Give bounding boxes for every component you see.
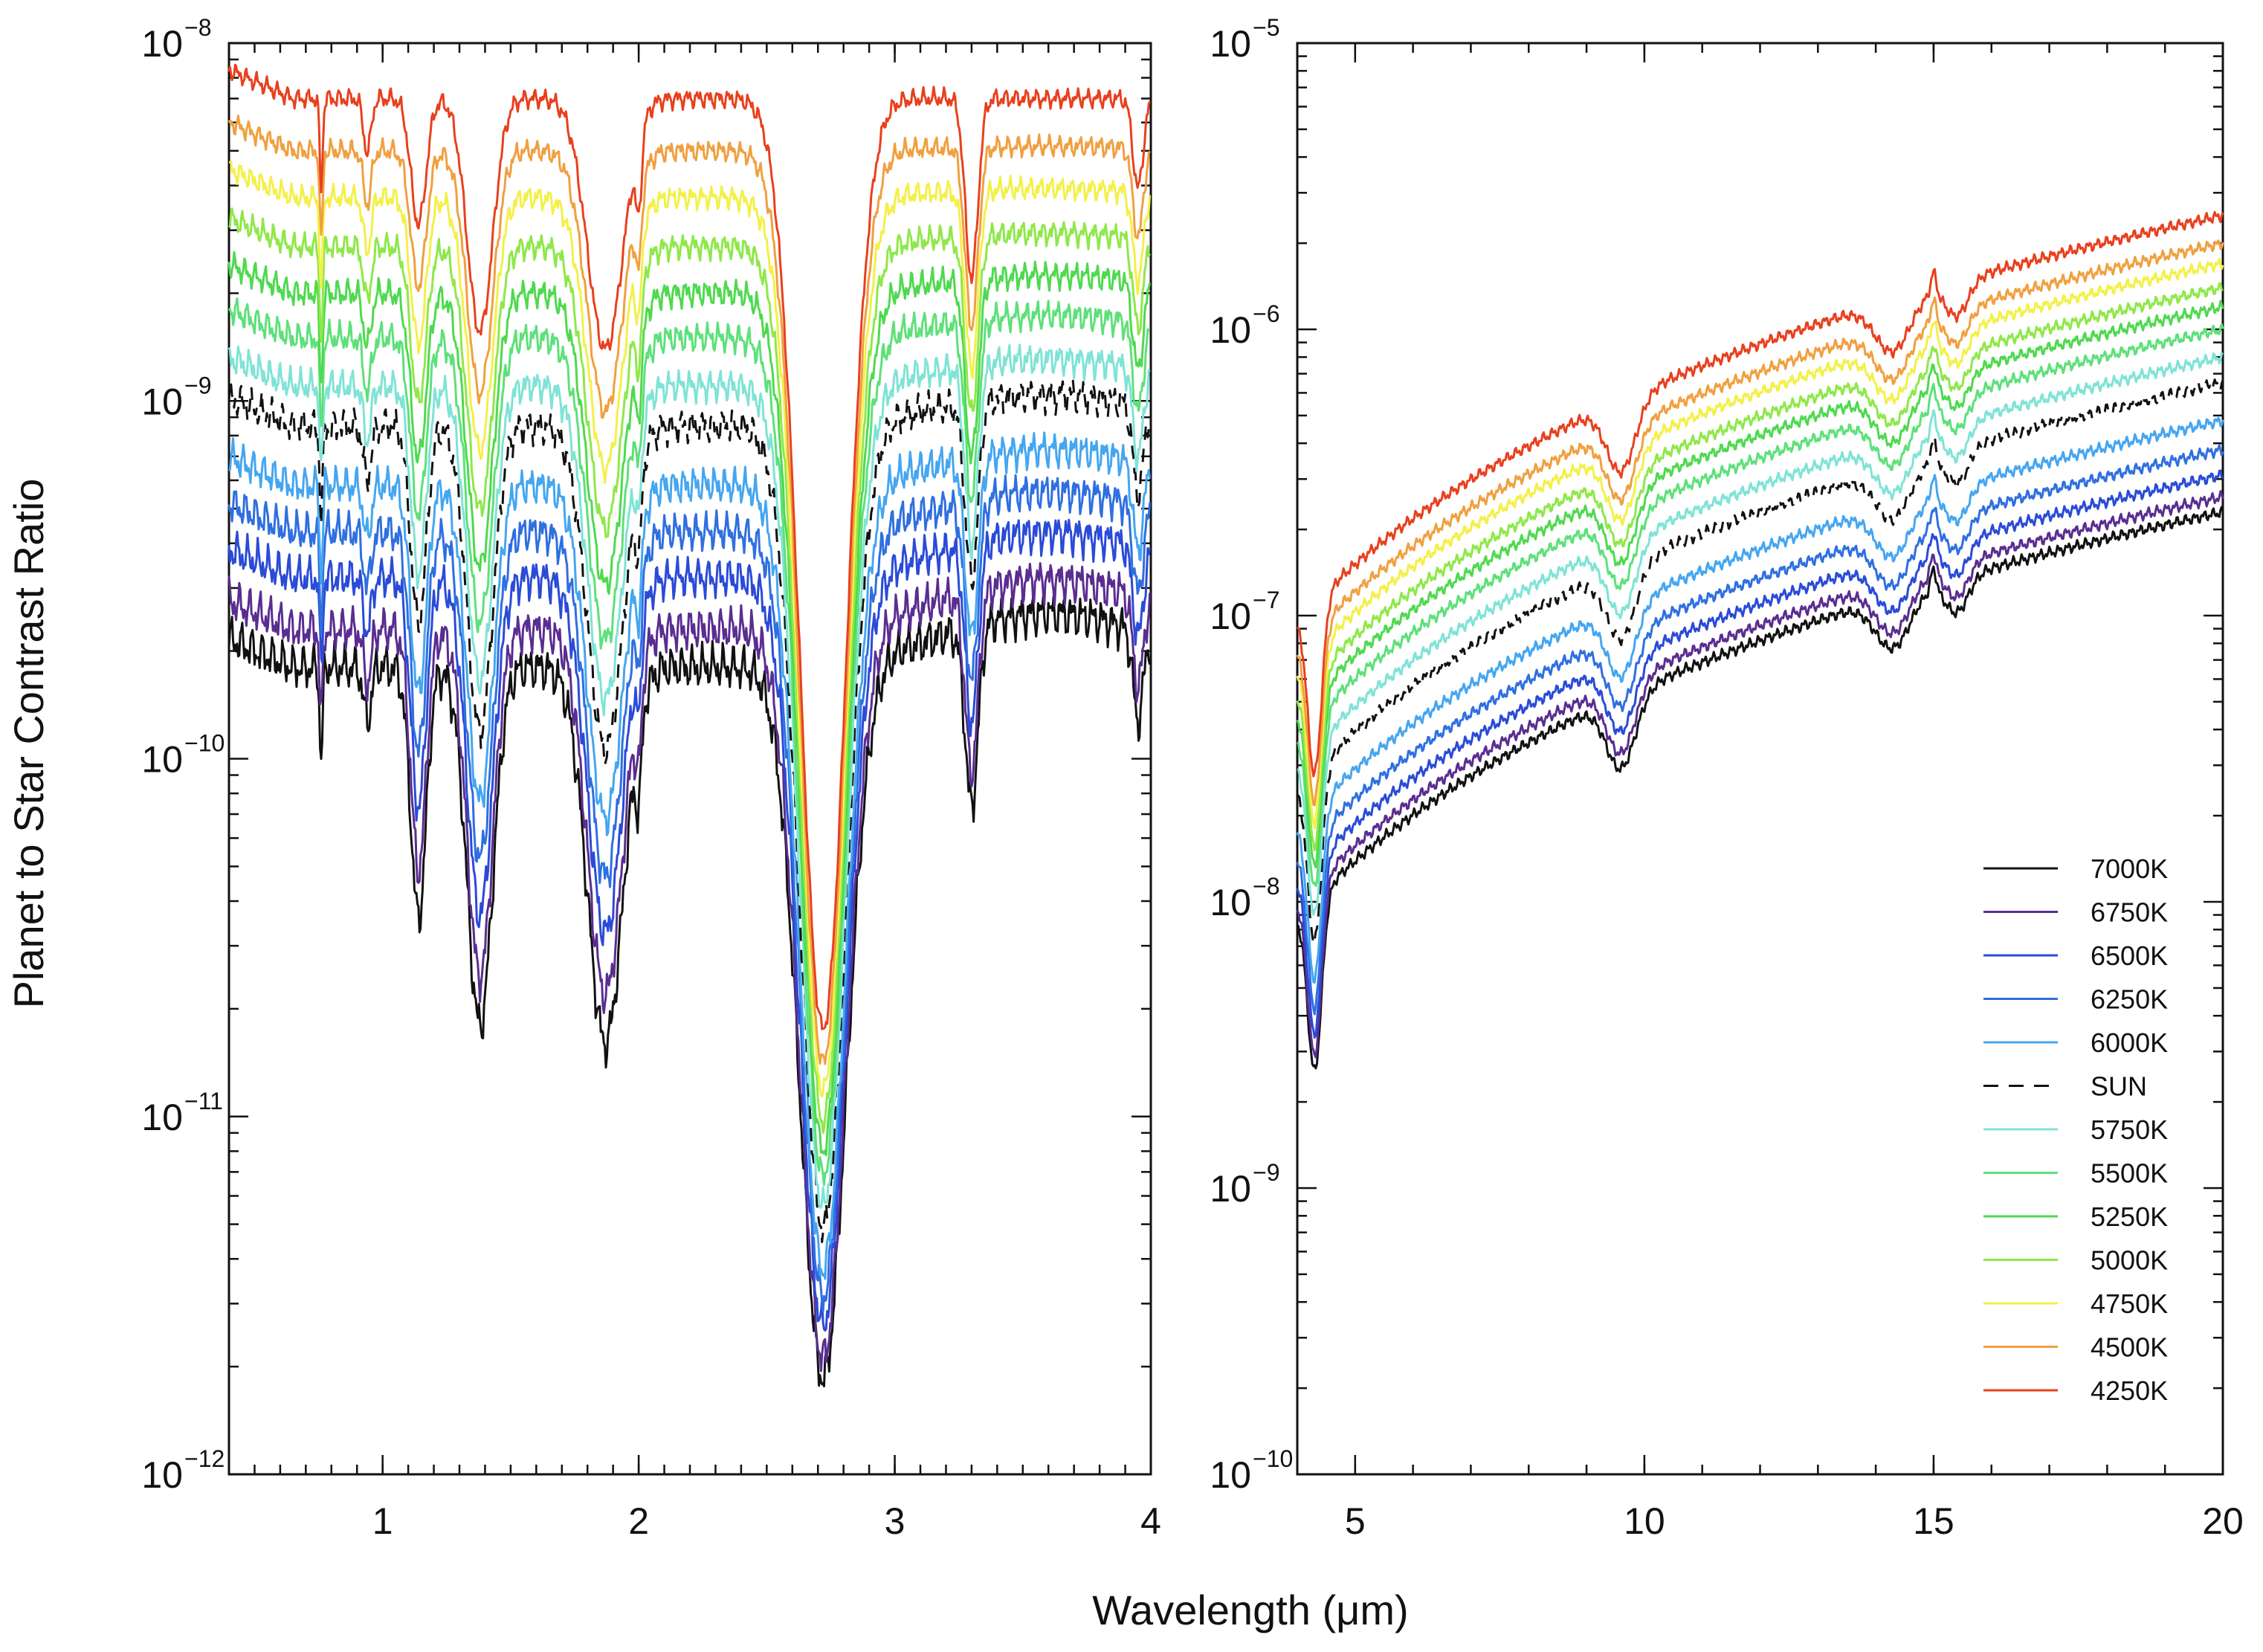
legend-label-7000k: 7000K [2091,854,2168,884]
right-ytick-label: 10 [1210,1454,1251,1496]
right-ytick-exponent: −9 [1253,1159,1279,1186]
right-ytick-exponent: −6 [1253,300,1279,327]
right-ytick-label: 10 [1210,23,1251,65]
right-series-6750k [1296,490,2224,1059]
right-series-5500k [1296,323,2224,887]
left-series-6250k [227,474,1152,1313]
left-ytick-label: 10 [141,739,183,781]
right-ytick-label: 10 [1210,309,1251,351]
x-axis-title: Wavelength (μm) [1092,1587,1408,1633]
right-xtick-label: 5 [1345,1500,1366,1542]
y-axis-title: Planet to Star Contrast Ratio [5,479,52,1009]
right-ytick-label: 10 [1210,1168,1251,1210]
right-ytick-label: 10 [1210,596,1251,637]
right-series-5000k [1296,282,2224,851]
legend-label-5500k: 5500K [2091,1158,2168,1189]
legend-label-4250k: 4250K [2091,1375,2168,1406]
left-ytick-exponent: −12 [184,1445,225,1472]
left-series-4500k [227,114,1151,1065]
right-ytick-exponent: −8 [1253,873,1279,900]
right-series-4750k [1296,257,2224,830]
left-ytick-label: 10 [141,1454,183,1496]
legend-label-6250k: 6250K [2091,984,2168,1015]
right-xtick-label: 15 [1913,1500,1954,1542]
left-ytick-exponent: −8 [184,14,211,41]
right-series-5750k [1297,352,2224,916]
legend-label-5750k: 5750K [2091,1114,2168,1145]
left-ytick-exponent: −10 [184,730,225,757]
left-series-sun [227,379,1152,1243]
legend-label-sun: SUN [2091,1071,2147,1102]
right-series-6500k [1296,469,2224,1039]
left-series-7000k [227,594,1152,1388]
left-ytick-exponent: −9 [184,372,211,399]
left-ytick-exponent: −11 [184,1088,223,1114]
legend-label-6500k: 6500K [2091,940,2168,971]
left-series-5750k [227,343,1151,1209]
left-series-6000k [227,431,1152,1280]
right-xtick-label: 10 [1624,1500,1665,1542]
left-xtick-label: 2 [628,1500,649,1542]
left-xtick-label: 4 [1140,1500,1161,1542]
legend-label-6000k: 6000K [2091,1027,2168,1058]
legend: 7000K 6750K 6500K 6250K 6000K SUN 5750K 5500K 52… [1983,854,2168,1406]
left-xtick-label: 1 [372,1500,393,1542]
right-series-7000k [1296,506,2224,1070]
right-series-4500k [1296,239,2224,807]
right-series-sun [1296,378,2224,945]
right-series-6000k [1296,416,2224,984]
right-series-5250k [1296,300,2224,868]
right-xtick-label: 20 [2202,1500,2244,1542]
right-ytick-exponent: −5 [1253,14,1279,41]
right-series-6250k [1296,444,2224,1016]
legend-label-6750k: 6750K [2091,897,2168,928]
left-xtick-label: 3 [885,1500,905,1542]
legend-label-5250k: 5250K [2091,1201,2168,1232]
legend-label-4500k: 4500K [2091,1332,2168,1363]
left-series-4250k [227,63,1151,1030]
left-ytick-label: 10 [141,381,183,422]
left-series-4750k [228,160,1152,1098]
right-ytick-exponent: −7 [1253,587,1279,613]
legend-label-5000k: 5000K [2091,1245,2168,1276]
left-ytick-label: 10 [141,1097,183,1138]
left-series-5250k [227,251,1152,1157]
left-series-5000k [227,207,1151,1134]
left-ytick-label: 10 [141,23,183,65]
left-series-6500k [227,518,1152,1332]
left-series-5500k [227,297,1151,1187]
left-series-6750k [227,562,1152,1372]
right-ytick-label: 10 [1210,882,1251,923]
right-ytick-exponent: −10 [1253,1445,1293,1472]
legend-label-4750k: 4750K [2091,1288,2168,1319]
right-series-4250k [1296,210,2224,778]
